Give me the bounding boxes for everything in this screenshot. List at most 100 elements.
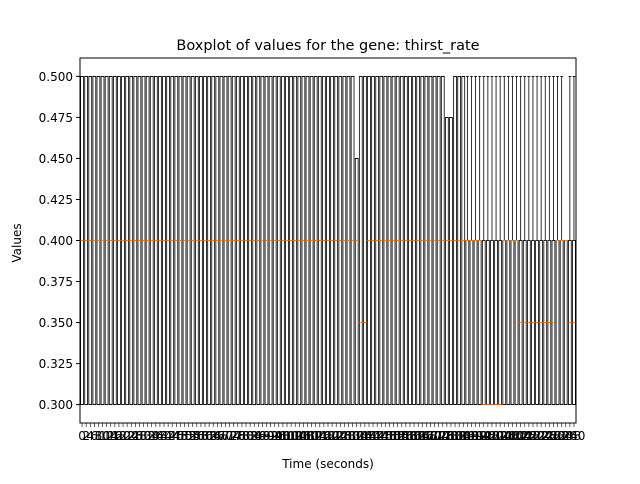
x-tick-label: 188 bbox=[456, 429, 479, 443]
box-39 bbox=[240, 75, 244, 406]
box-87 bbox=[436, 75, 441, 406]
x-tick-label: 152 bbox=[382, 429, 405, 443]
box-29 bbox=[199, 75, 203, 406]
box-20 bbox=[162, 75, 166, 406]
box-32 bbox=[211, 75, 216, 406]
y-tick-label: 0.375 bbox=[39, 275, 73, 289]
x-axis-label: Time (seconds) bbox=[281, 457, 374, 471]
x-tick-label: 72 bbox=[222, 429, 237, 443]
box-12 bbox=[129, 75, 134, 406]
box-71 bbox=[371, 75, 375, 406]
x-tick-label: 46 bbox=[169, 429, 184, 443]
box-77 bbox=[395, 75, 400, 406]
x-tick-label: 14 bbox=[103, 429, 118, 443]
box-69 bbox=[363, 75, 367, 406]
x-tick-label: 192 bbox=[464, 429, 487, 443]
box-42 bbox=[252, 75, 257, 406]
box-96 bbox=[473, 75, 478, 406]
x-tick-label: 110 bbox=[296, 429, 319, 443]
box-114 bbox=[547, 75, 552, 406]
x-tick-label: 52 bbox=[181, 429, 196, 443]
x-tick-label: 128 bbox=[333, 429, 356, 443]
box-43 bbox=[256, 75, 261, 406]
x-tick-label: 198 bbox=[476, 429, 499, 443]
box-24 bbox=[178, 75, 183, 406]
x-tick-label: 104 bbox=[284, 429, 307, 443]
box-11 bbox=[125, 75, 129, 406]
x-tick-label: 82 bbox=[242, 429, 257, 443]
x-tick-label: 100 bbox=[276, 429, 299, 443]
box-91 bbox=[453, 75, 457, 406]
x-tick-label: 200 bbox=[481, 429, 504, 443]
box-body bbox=[555, 240, 560, 406]
x-tick-label: 176 bbox=[431, 429, 454, 443]
x-tick-label: 0 bbox=[78, 429, 86, 443]
x-tick-label: 206 bbox=[493, 429, 516, 443]
x-tick-label: 216 bbox=[513, 429, 536, 443]
x-tick-label: 16 bbox=[107, 429, 122, 443]
plot-area bbox=[80, 75, 576, 406]
x-tick-label: 44 bbox=[165, 429, 180, 443]
box-body bbox=[559, 240, 564, 406]
x-tick-label: 170 bbox=[419, 429, 442, 443]
x-tick-label: 92 bbox=[263, 429, 278, 443]
box-body bbox=[510, 240, 515, 406]
box-73 bbox=[379, 75, 384, 406]
box-79 bbox=[404, 75, 408, 406]
box-97 bbox=[477, 75, 482, 406]
box-body bbox=[473, 240, 478, 406]
box-112 bbox=[539, 75, 543, 406]
box-65 bbox=[346, 75, 351, 406]
box-76 bbox=[391, 75, 396, 406]
y-tick-label: 0.425 bbox=[39, 193, 73, 207]
box-75 bbox=[387, 75, 392, 406]
x-tick-label: 224 bbox=[530, 429, 553, 443]
x-tick-label: 236 bbox=[554, 429, 577, 443]
box-120 bbox=[572, 75, 576, 406]
box-100 bbox=[490, 75, 494, 406]
x-tick-label: 232 bbox=[546, 429, 569, 443]
x-tick-label: 122 bbox=[321, 429, 344, 443]
box-93 bbox=[461, 75, 466, 406]
box-63 bbox=[338, 75, 343, 406]
box-21 bbox=[166, 75, 170, 406]
x-tick-label: 160 bbox=[399, 429, 422, 443]
x-tick-label: 132 bbox=[341, 429, 364, 443]
x-tick-label: 26 bbox=[128, 429, 143, 443]
box-41 bbox=[248, 75, 252, 406]
box-95 bbox=[469, 75, 474, 406]
box-57 bbox=[313, 75, 318, 406]
box-101 bbox=[494, 75, 498, 406]
box-59 bbox=[322, 75, 326, 406]
x-tick-label: 2 bbox=[82, 429, 90, 443]
y-tick-label: 0.325 bbox=[39, 357, 73, 371]
x-tick-label: 56 bbox=[189, 429, 204, 443]
x-tick-label: 62 bbox=[201, 429, 216, 443]
x-tick-label: 12 bbox=[99, 429, 114, 443]
x-tick-label: 238 bbox=[558, 429, 581, 443]
y-tick-label: 0.350 bbox=[39, 316, 73, 330]
x-tick-label: 130 bbox=[337, 429, 360, 443]
box-55 bbox=[305, 75, 310, 406]
box-31 bbox=[207, 75, 211, 406]
box-9 bbox=[117, 75, 121, 406]
box-82 bbox=[416, 75, 421, 406]
box-98 bbox=[481, 75, 486, 406]
x-tick-label: 42 bbox=[160, 429, 175, 443]
box-105 bbox=[510, 75, 515, 406]
x-tick-label: 194 bbox=[468, 429, 491, 443]
x-tick-label: 230 bbox=[542, 429, 565, 443]
box-83 bbox=[420, 75, 425, 406]
box-56 bbox=[309, 75, 314, 406]
box-94 bbox=[465, 75, 470, 406]
x-tick-label: 116 bbox=[308, 429, 331, 443]
box-60 bbox=[326, 75, 330, 406]
box-119 bbox=[568, 75, 572, 406]
box-36 bbox=[227, 75, 232, 406]
box-7 bbox=[108, 75, 113, 406]
x-tick-label: 24 bbox=[124, 429, 139, 443]
x-tick-label: 86 bbox=[251, 429, 266, 443]
x-tick-label: 74 bbox=[226, 429, 241, 443]
x-tick-label: 118 bbox=[312, 429, 335, 443]
